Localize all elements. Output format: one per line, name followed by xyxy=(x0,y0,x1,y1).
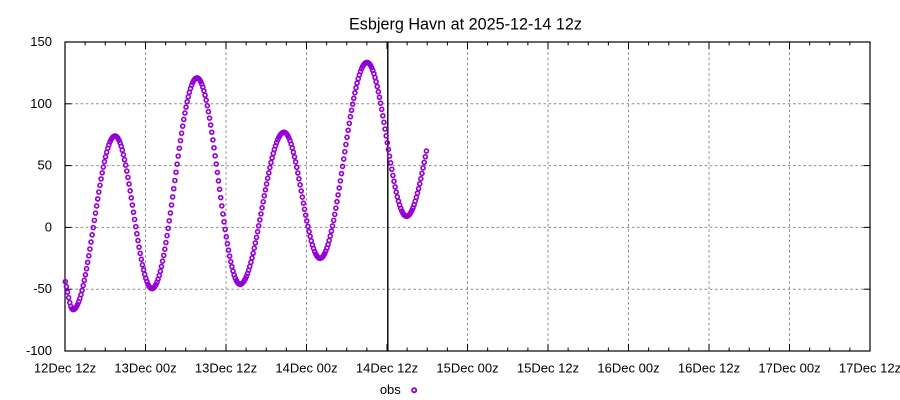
svg-text:16Dec 00z: 16Dec 00z xyxy=(597,361,659,376)
svg-text:15Dec 12z: 15Dec 12z xyxy=(517,361,579,376)
svg-text:16Dec 12z: 16Dec 12z xyxy=(678,361,740,376)
svg-text:-100: -100 xyxy=(26,343,52,358)
svg-text:50: 50 xyxy=(38,158,52,173)
svg-text:14Dec 12z: 14Dec 12z xyxy=(356,361,418,376)
svg-text:Esbjerg Havn at 2025-12-14 12z: Esbjerg Havn at 2025-12-14 12z xyxy=(349,15,582,33)
svg-text:obs: obs xyxy=(380,382,401,397)
svg-text:-50: -50 xyxy=(33,281,52,296)
svg-text:100: 100 xyxy=(30,96,52,111)
svg-text:15Dec 00z: 15Dec 00z xyxy=(436,361,498,376)
svg-text:13Dec 12z: 13Dec 12z xyxy=(195,361,257,376)
svg-text:0: 0 xyxy=(45,219,52,234)
svg-text:14Dec 00z: 14Dec 00z xyxy=(275,361,337,376)
svg-text:13Dec 00z: 13Dec 00z xyxy=(114,361,176,376)
svg-text:17Dec 00z: 17Dec 00z xyxy=(758,361,820,376)
svg-text:17Dec 12z: 17Dec 12z xyxy=(839,361,900,376)
svg-text:12Dec 12z: 12Dec 12z xyxy=(34,361,96,376)
svg-text:150: 150 xyxy=(30,34,52,49)
